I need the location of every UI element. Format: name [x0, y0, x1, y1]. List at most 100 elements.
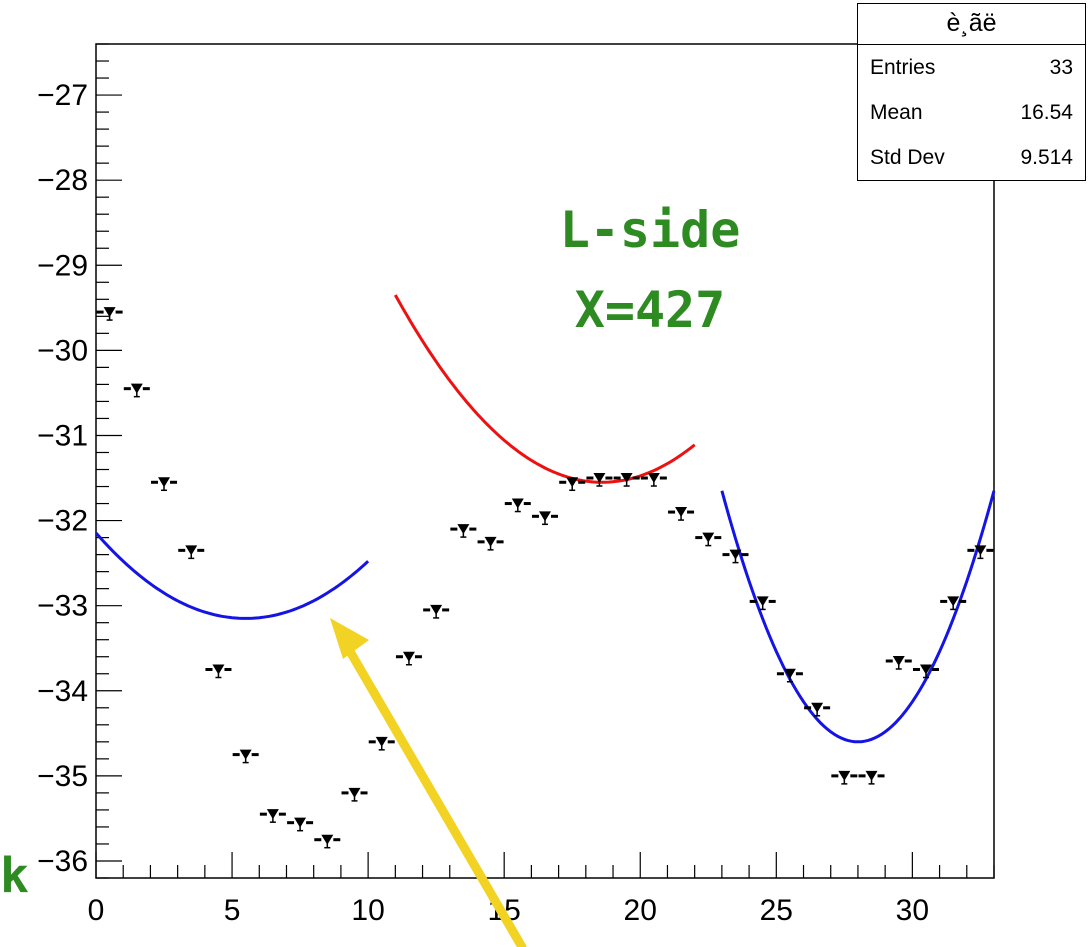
point-bar-left [477, 540, 485, 544]
point-bar-left [559, 480, 567, 484]
y-tick-label: −32 [37, 505, 88, 538]
stats-row-entries: Entries 33 [858, 45, 1085, 90]
point-marker [702, 532, 715, 543]
annotation-x-label: X=427 [574, 281, 726, 339]
point-bar-right [306, 821, 314, 825]
axis-tick-labels: 051015202530−27−28−29−30−31−32−33−34−35−… [37, 79, 929, 927]
point-bar-left [912, 668, 920, 671]
point-marker [375, 736, 388, 747]
point-marker [158, 477, 171, 488]
data-point [613, 473, 640, 487]
data-point [668, 507, 695, 521]
fit-curves [94, 294, 996, 744]
data-point [123, 383, 150, 398]
y-tick-label: −29 [37, 249, 88, 282]
point-marker [756, 596, 769, 607]
point-bar-left [776, 672, 784, 676]
point-marker [539, 511, 551, 522]
point-bar-right [142, 387, 150, 391]
point-bar-left [205, 668, 213, 671]
point-marker [457, 524, 470, 535]
point-bar-left [395, 655, 403, 659]
point-bar-right [197, 548, 205, 552]
data-point [178, 545, 205, 560]
x-tick-label: 0 [88, 894, 105, 927]
stats-label: Entries [870, 56, 936, 79]
point-marker [294, 817, 307, 828]
point-marker [811, 702, 824, 713]
point-bar-right [170, 480, 178, 484]
point-bar-right [578, 480, 586, 484]
stats-value: 33 [1049, 56, 1073, 79]
data-point [912, 664, 939, 679]
data-point [314, 834, 341, 849]
point-marker [266, 809, 279, 820]
point-marker [675, 507, 688, 518]
point-marker [838, 770, 851, 781]
y-tick-label: −28 [37, 164, 88, 197]
data-point [423, 604, 450, 619]
point-marker [130, 383, 143, 394]
data-point [640, 473, 667, 487]
point-marker [974, 545, 987, 556]
x-tick-label: 10 [351, 894, 384, 927]
data-point [96, 307, 123, 321]
data-point [341, 787, 368, 802]
data-point [967, 545, 994, 560]
data-point [368, 736, 395, 751]
point-bar-left [314, 838, 322, 842]
point-bar-right [850, 774, 858, 778]
point-bar-right [741, 553, 749, 557]
point-marker [865, 770, 878, 781]
stats-value: 9.514 [1020, 146, 1073, 169]
point-bar-left [532, 514, 539, 518]
point-bar-right [278, 812, 286, 816]
data-point [586, 473, 613, 487]
data-point [477, 536, 504, 551]
point-bar-left [940, 599, 948, 603]
point-bar-left [178, 548, 186, 552]
stats-label: Std Dev [870, 146, 945, 169]
point-bar-right [224, 668, 232, 671]
point-marker [919, 664, 932, 675]
x-tick-label: 20 [624, 894, 657, 927]
y-tick-label: −34 [37, 675, 88, 708]
y-tick-label: −27 [37, 79, 88, 112]
point-bar-left [613, 476, 621, 480]
point-marker [212, 664, 225, 675]
point-bar-right [768, 599, 776, 603]
point-bar-left [967, 548, 975, 552]
arrow-shaft [343, 643, 527, 947]
annotation-side-label: L-side [559, 201, 741, 259]
data-point [532, 511, 558, 526]
point-marker [185, 545, 198, 556]
yellow-arrow-icon [330, 618, 527, 947]
point-bar-left [885, 659, 893, 663]
y-tick-label: −35 [37, 760, 88, 793]
data-point [722, 549, 749, 564]
point-bar-right [659, 476, 667, 480]
point-marker [321, 834, 334, 845]
data-point [395, 651, 422, 666]
point-bar-left [504, 502, 512, 506]
point-bar-left [695, 536, 703, 540]
data-point [749, 596, 776, 611]
fit-curve-2 [720, 490, 996, 744]
data-point [259, 809, 286, 823]
point-bar-right [904, 659, 912, 663]
point-bar-right [605, 476, 613, 480]
point-bar-left [722, 553, 730, 557]
x-tick-label: 5 [224, 894, 241, 927]
data-point [151, 477, 178, 492]
point-bar-left [586, 476, 594, 480]
data-point [287, 817, 314, 832]
point-bar-left [151, 480, 159, 484]
point-bar-left [123, 387, 131, 391]
point-bar-left [749, 599, 757, 603]
point-bar-right [687, 510, 695, 514]
point-bar-right [251, 753, 259, 757]
stats-row-stddev: Std Dev 9.514 [858, 135, 1085, 180]
data-point [940, 596, 967, 611]
point-bar-right [551, 514, 558, 518]
point-marker [239, 749, 252, 760]
